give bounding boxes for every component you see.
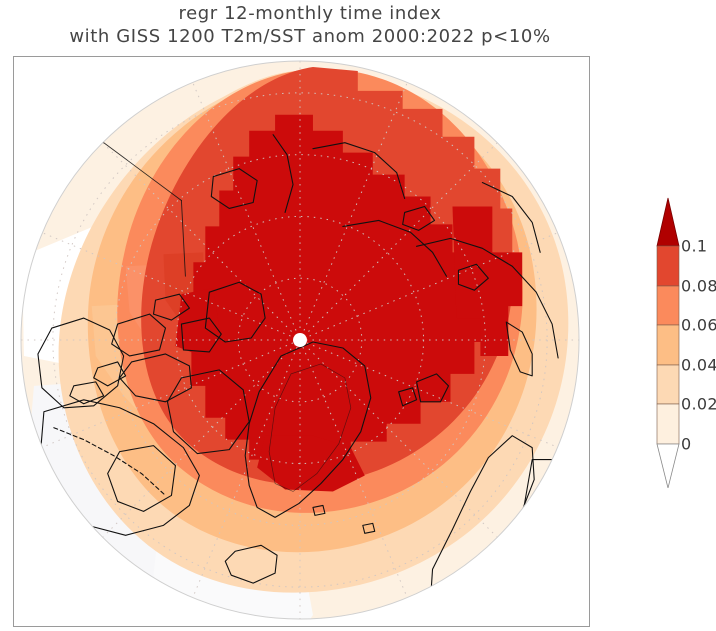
colorbar-tick-label-3: 0.04 [681, 355, 716, 375]
colorbar-band-004-006 [656, 324, 680, 366]
colorbar-band-000-002 [656, 403, 680, 445]
coast-siberia-2 [342, 219, 448, 277]
coast-novaya-zemlya [505, 321, 533, 377]
contour-field [20, 60, 580, 620]
coast-svalbard [416, 373, 450, 403]
latitude-circle-60 [114, 154, 486, 526]
colorbar-tick-label-1: 0.08 [681, 276, 716, 296]
band-core-svalbard [257, 435, 365, 492]
colorbar-tick-label-4: 0.02 [681, 394, 716, 414]
colorbar-band-002-004 [656, 364, 680, 405]
coast-north-russia-inland [481, 182, 541, 253]
north-pole-marker [293, 333, 307, 347]
coast-hudson-bay [107, 445, 176, 512]
colorbar-swatches [656, 197, 680, 488]
coast-greenland-inner [268, 363, 352, 492]
colorbar-band-006-008 [656, 285, 680, 326]
globe-outline [20, 60, 580, 620]
colorbar-tick-label-5: 0 [681, 434, 692, 454]
coast-chukotka [312, 142, 406, 200]
coast-severnaya [457, 263, 489, 291]
coast-baffin [166, 369, 250, 455]
latitude-circle-80 [237, 277, 363, 403]
coast-novosibirsk [402, 205, 436, 231]
colorbar-under-arrow [656, 443, 680, 488]
chart-title-block: regr 12-monthly time index with GISS 120… [0, 0, 620, 48]
colorbar: 0.1 0.08 0.06 0.04 0.02 0 [655, 196, 716, 488]
coast-devon [180, 317, 222, 353]
coast-banks [111, 313, 167, 357]
coast-ellesmere [204, 281, 266, 343]
coast-aleutians [53, 427, 167, 497]
coast-kamchatka [272, 134, 294, 214]
border-line-2 [180, 200, 186, 277]
polar-stereographic-map [20, 60, 580, 620]
title-line-primary: regr 12-monthly time index [178, 3, 442, 24]
coast-island-small-1 [362, 522, 376, 534]
colorbar-over-arrow [656, 197, 680, 247]
band-core-barents [452, 206, 523, 356]
coast-archipelago-small-2 [93, 361, 127, 387]
title-line-secondary: with GISS 1200 T2m/SST anom 2000:2022 p<… [69, 26, 551, 48]
colorbar-band-008-010 [656, 245, 680, 287]
coast-greenland [244, 341, 372, 518]
coast-iceland [224, 544, 278, 584]
coast-island-small-2 [312, 504, 326, 516]
coast-siberia [416, 237, 559, 359]
map-plot-frame [13, 56, 590, 627]
coast-victoria [119, 353, 192, 403]
coast-alaska [37, 317, 125, 409]
colorbar-tick-label-2: 0.06 [681, 315, 716, 335]
border-line [95, 136, 182, 201]
coast-archipelago-small-1 [152, 293, 190, 321]
coast-island-small-3 [392, 608, 408, 620]
coast-archipelago-small-3 [69, 381, 105, 405]
coast-bering-strait [210, 168, 258, 210]
band-core-over [183, 114, 491, 476]
coast-svalbard-2 [398, 387, 418, 407]
colorbar-tick-label-0: 0.1 [681, 236, 708, 256]
